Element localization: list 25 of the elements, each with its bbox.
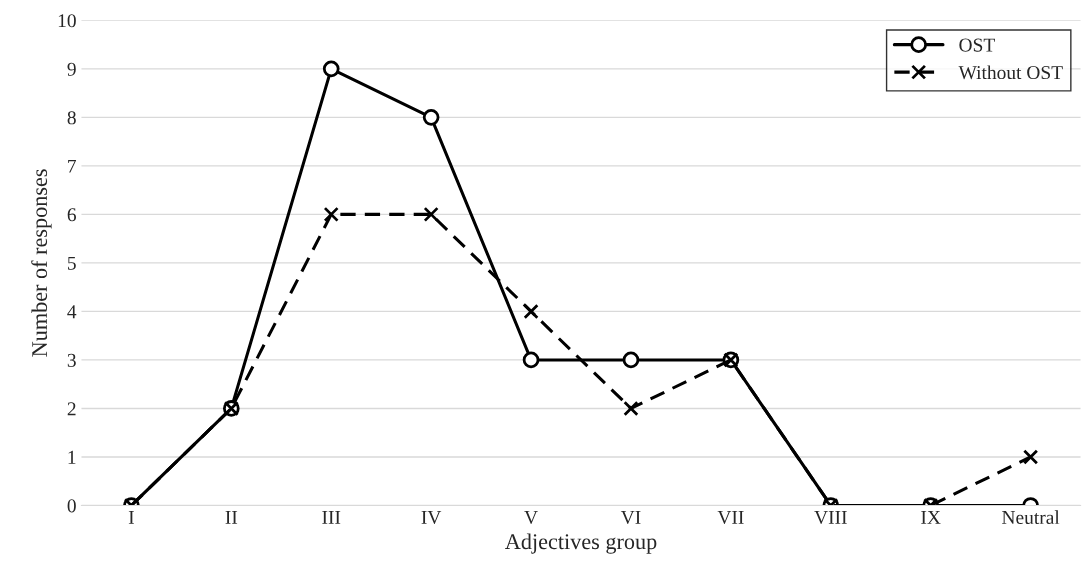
- y-tick-label: 4: [67, 305, 77, 319]
- x-tick-label: Neutral: [1002, 510, 1060, 525]
- y-tick-label: 2: [67, 402, 76, 416]
- y-tick-label: 9: [67, 62, 76, 76]
- x-axis-title: Adjectives group: [505, 533, 657, 554]
- x-tick-label: I: [128, 511, 134, 524]
- y-tick-label: 1: [68, 450, 76, 464]
- x-tick-label: III: [322, 511, 341, 524]
- legend-label: OST: [959, 38, 995, 52]
- x-tick-label: II: [225, 511, 238, 524]
- x-tick-label: IV: [421, 511, 442, 525]
- x-tick-label: VI: [620, 511, 641, 525]
- x-tick-label: VII: [717, 511, 744, 525]
- x-tick-label: VIII: [814, 511, 847, 525]
- y-tick-label: 5: [68, 256, 76, 270]
- legend-label: Without OST: [958, 65, 1063, 80]
- y-tick-label: 7: [68, 159, 77, 173]
- y-tick-label: 10: [58, 14, 76, 28]
- y-tick-label: 3: [67, 353, 76, 367]
- y-tick-label: 0: [67, 499, 76, 513]
- y-tick-label: 6: [67, 208, 77, 222]
- y-tick-label: 8: [67, 111, 76, 125]
- y-axis-title: Number of responses: [31, 169, 52, 357]
- x-tick-label: V: [524, 511, 538, 525]
- x-tick-label: IX: [921, 511, 941, 524]
